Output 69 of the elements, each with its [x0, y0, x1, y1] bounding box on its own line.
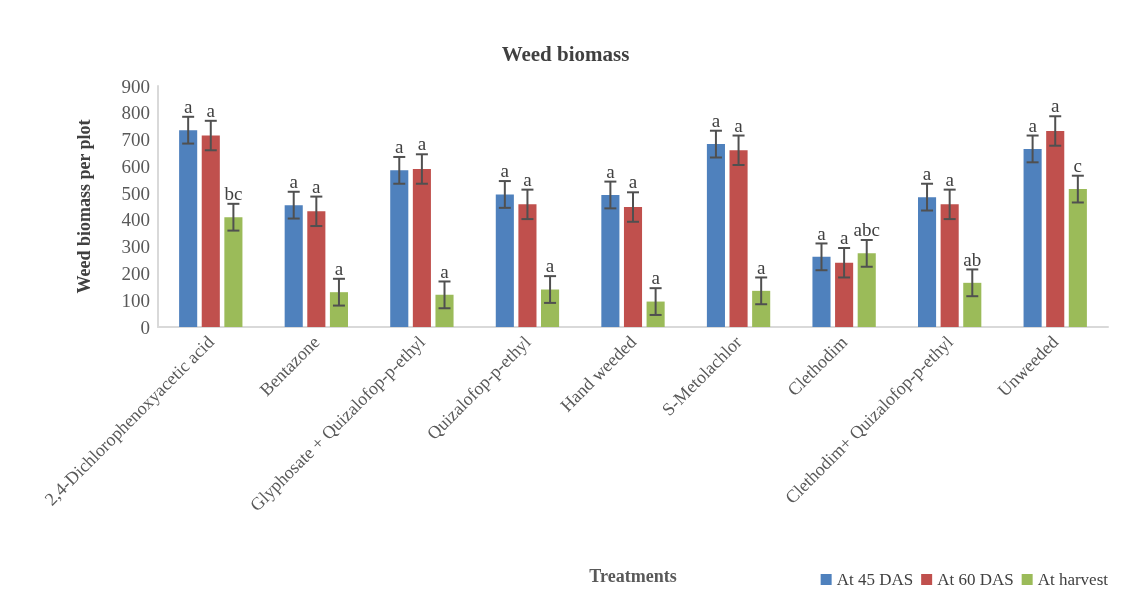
data-label: a: [1051, 95, 1060, 117]
data-label: a: [312, 175, 322, 197]
data-label: a: [817, 222, 827, 244]
bar: [963, 282, 982, 327]
bar: [623, 207, 643, 327]
legend-label: At harvest: [1037, 570, 1109, 589]
data-label: a: [651, 267, 661, 289]
bar: [1046, 130, 1065, 327]
data-label: a: [756, 256, 766, 278]
y-tick-label: 400: [121, 209, 150, 231]
data-label: ab: [963, 248, 982, 270]
data-label: a: [734, 114, 744, 136]
chart-title: Weed biomass: [501, 41, 630, 66]
data-label: a: [1028, 114, 1038, 136]
legend-label: At 45 DAS: [836, 570, 914, 589]
bar: [601, 194, 620, 327]
data-label: c: [1073, 154, 1083, 176]
data-label: a: [417, 133, 427, 155]
bar: [918, 197, 937, 327]
bar: [284, 205, 303, 327]
data-label: a: [523, 168, 533, 190]
y-tick-label: 900: [121, 75, 150, 97]
bar: [329, 292, 348, 327]
data-label: a: [183, 95, 193, 117]
y-tick-label: 100: [121, 289, 150, 311]
y-tick-label: 0: [140, 316, 150, 338]
bar: [812, 256, 831, 327]
bar: [1068, 189, 1087, 327]
y-tick-label: 300: [121, 236, 150, 258]
bar: [518, 204, 537, 327]
data-label: abc: [853, 219, 880, 241]
y-tick-label: 600: [121, 155, 150, 177]
bar: [835, 262, 854, 327]
y-tick-label: 200: [121, 262, 150, 284]
bar: [224, 217, 243, 327]
data-label: bc: [224, 182, 243, 204]
data-label: a: [628, 171, 638, 193]
bar: [729, 150, 748, 327]
bar: [390, 170, 409, 327]
bar: [706, 144, 725, 327]
x-axis-title: Treatments: [589, 566, 677, 586]
bar: [307, 211, 326, 327]
legend-label: At 60 DAS: [937, 570, 1014, 589]
bar: [495, 194, 514, 327]
data-label: a: [922, 162, 932, 184]
data-label: a: [206, 99, 216, 121]
data-label: a: [440, 260, 450, 282]
bar: [752, 290, 771, 327]
bar: [940, 204, 959, 327]
y-axis-title: Weed biomass per plot: [74, 119, 94, 294]
y-tick-label: 800: [121, 102, 150, 124]
data-label: a: [334, 257, 344, 279]
data-label: a: [545, 255, 555, 277]
y-tick-label: 700: [121, 129, 150, 151]
bar: [412, 169, 431, 327]
data-label: a: [945, 168, 955, 190]
bar: [179, 130, 198, 327]
data-label: a: [395, 136, 405, 158]
y-tick-label: 500: [121, 182, 150, 204]
data-label: a: [839, 227, 849, 249]
bar: [1023, 148, 1042, 327]
bar: [201, 135, 220, 327]
data-label: a: [711, 109, 721, 131]
bar: [541, 289, 560, 327]
bar: [435, 294, 454, 327]
data-label: a: [289, 170, 299, 192]
data-label: a: [606, 160, 616, 182]
data-label: a: [500, 160, 510, 182]
bar: [857, 253, 876, 327]
